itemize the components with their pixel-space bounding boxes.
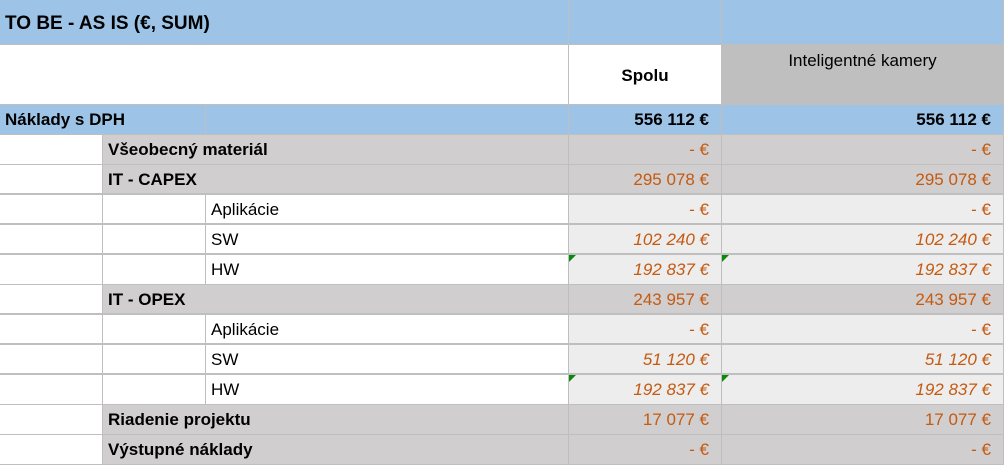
row-label[interactable]: HW bbox=[206, 255, 569, 285]
comment-indicator-icon bbox=[569, 375, 576, 382]
row-indent-cell[interactable] bbox=[0, 375, 103, 405]
row-indent-cell[interactable] bbox=[103, 195, 206, 225]
total-row-blank[interactable] bbox=[206, 105, 569, 135]
row-col1[interactable]: 243 957 € bbox=[722, 285, 1004, 315]
row-label[interactable]: IT - OPEX bbox=[103, 285, 569, 315]
row-col1[interactable]: - € bbox=[722, 315, 1004, 345]
total-row-label[interactable]: Náklady s DPH bbox=[0, 105, 206, 135]
row-col1[interactable]: - € bbox=[722, 435, 1004, 465]
header-total[interactable]: Spolu bbox=[569, 45, 722, 105]
row-indent-cell[interactable] bbox=[0, 165, 103, 195]
row-indent-cell[interactable] bbox=[103, 345, 206, 375]
row-total[interactable]: 295 078 € bbox=[569, 165, 722, 195]
row-total[interactable]: - € bbox=[569, 315, 722, 345]
comment-indicator-icon bbox=[722, 255, 729, 262]
row-label[interactable]: HW bbox=[206, 375, 569, 405]
row-indent-cell[interactable] bbox=[0, 195, 103, 225]
total-row-col1[interactable]: 556 112 € bbox=[722, 105, 1004, 135]
row-col1[interactable]: 17 077 € bbox=[722, 405, 1004, 435]
row-label[interactable]: Aplikácie bbox=[206, 315, 569, 345]
row-total[interactable]: 192 837 € bbox=[569, 255, 722, 285]
row-indent-cell[interactable] bbox=[0, 345, 103, 375]
sheet-title[interactable]: TO BE - AS IS (€, SUM) bbox=[0, 0, 569, 45]
row-total[interactable]: 102 240 € bbox=[569, 225, 722, 255]
row-label[interactable]: SW bbox=[206, 345, 569, 375]
title-cell-col1[interactable] bbox=[722, 0, 1004, 45]
row-indent-cell[interactable] bbox=[0, 225, 103, 255]
row-indent-cell[interactable] bbox=[103, 315, 206, 345]
row-col1[interactable]: 51 120 € bbox=[722, 345, 1004, 375]
comment-indicator-icon bbox=[722, 375, 729, 382]
row-col1[interactable]: - € bbox=[722, 135, 1004, 165]
row-col1[interactable]: 192 837 € bbox=[722, 375, 1004, 405]
row-total[interactable]: - € bbox=[569, 195, 722, 225]
row-total[interactable]: 243 957 € bbox=[569, 285, 722, 315]
row-indent-cell[interactable] bbox=[0, 135, 103, 165]
row-total[interactable]: 51 120 € bbox=[569, 345, 722, 375]
title-cell-total[interactable] bbox=[569, 0, 722, 45]
row-label[interactable]: Riadenie projektu bbox=[103, 405, 569, 435]
header-col1[interactable]: Inteligentné kamery bbox=[722, 45, 1004, 105]
row-indent-cell[interactable] bbox=[103, 375, 206, 405]
row-indent-cell[interactable] bbox=[103, 255, 206, 285]
row-total[interactable]: - € bbox=[569, 435, 722, 465]
row-col1[interactable]: 102 240 € bbox=[722, 225, 1004, 255]
row-indent-cell[interactable] bbox=[103, 225, 206, 255]
header-blank-cell[interactable] bbox=[0, 45, 569, 105]
total-row-total[interactable]: 556 112 € bbox=[569, 105, 722, 135]
row-indent-cell[interactable] bbox=[0, 285, 103, 315]
row-col1[interactable]: 192 837 € bbox=[722, 255, 1004, 285]
row-col1[interactable]: 295 078 € bbox=[722, 165, 1004, 195]
comment-indicator-icon bbox=[569, 255, 576, 262]
row-indent-cell[interactable] bbox=[0, 315, 103, 345]
row-indent-cell[interactable] bbox=[0, 255, 103, 285]
row-indent-cell[interactable] bbox=[0, 435, 103, 465]
row-label[interactable]: SW bbox=[206, 225, 569, 255]
row-label[interactable]: Výstupné náklady bbox=[103, 435, 569, 465]
row-col1[interactable]: - € bbox=[722, 195, 1004, 225]
row-total[interactable]: - € bbox=[569, 135, 722, 165]
row-total[interactable]: 17 077 € bbox=[569, 405, 722, 435]
row-label[interactable]: IT - CAPEX bbox=[103, 165, 569, 195]
row-label[interactable]: Všeobecný materiál bbox=[103, 135, 569, 165]
row-label[interactable]: Aplikácie bbox=[206, 195, 569, 225]
row-total[interactable]: 192 837 € bbox=[569, 375, 722, 405]
row-indent-cell[interactable] bbox=[0, 405, 103, 435]
